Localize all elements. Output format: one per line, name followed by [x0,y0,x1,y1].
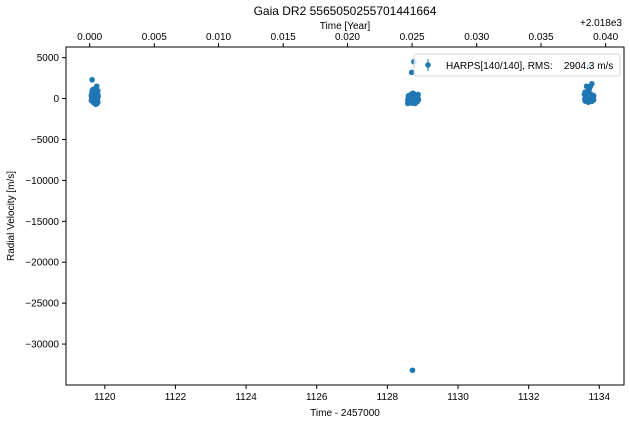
data-point [90,99,97,106]
y-tick-label: −25000 [25,299,59,310]
data-point [88,92,95,99]
data-point [94,87,101,94]
x-tick-label: 1132 [518,392,540,403]
top-x-tick-label: 0.035 [528,32,553,43]
y-axis-label: Radial Velocity [m/s] [6,171,17,261]
x-axis-label: Time - 2457000 [310,408,380,419]
data-point [405,92,412,99]
y-tick-label: −30000 [25,340,59,351]
x-tick-label: 1134 [589,392,611,403]
top-x-tick-label: 0.015 [271,32,296,43]
top-x-tick-label: 0.040 [593,32,618,43]
top-x-axis-label: Time [Year] [320,21,371,32]
legend: HARPS[140/140], RMS: 2904.3 m/s [413,53,621,77]
legend-label: HARPS[140/140], RMS: 2904.3 m/s [446,61,613,72]
chart-title: Gaia DR2 5565050255701441664 [254,4,437,18]
data-point [414,94,420,101]
x-tick-label: 1126 [306,392,328,403]
top-x-tick-label: 0.000 [77,32,102,43]
data-points [88,58,597,374]
data-point [408,69,415,76]
data-point [589,81,595,87]
axis-ticks: 1120 1122 1124 1126 1128 1130 1132 1134 0.000 0.0… [25,32,618,403]
x-tick-label: 1130 [447,392,469,403]
y-tick-label: 5000 [37,53,60,64]
y-tick-label: −15000 [25,217,59,228]
y-tick-label: 0 [53,94,59,105]
y-tick-label: −10000 [25,176,59,187]
x-tick-label: 1122 [165,392,187,403]
x-tick-label: 1128 [377,392,399,403]
top-x-tick-label: 0.025 [400,32,425,43]
data-point [405,100,411,107]
data-point [92,93,99,99]
top-x-tick-label: 0.020 [335,32,360,43]
top-x-axis-offset: +2.018e3 [580,18,622,29]
top-x-tick-label: 0.005 [142,32,167,43]
data-point [89,76,95,83]
data-point [409,367,416,374]
legend-box [413,53,621,77]
data-point [590,92,596,99]
plot-frame [65,46,625,386]
y-tick-label: −20000 [25,258,59,269]
top-x-tick-label: 0.010 [206,32,231,43]
data-point [585,96,592,103]
legend-marker [425,62,431,68]
data-point [93,83,100,90]
data-point [585,84,591,90]
x-tick-label: 1124 [235,392,257,403]
y-tick-label: −5000 [31,135,60,146]
x-tick-label: 1120 [94,392,116,403]
top-x-tick-label: 0.030 [464,32,489,43]
